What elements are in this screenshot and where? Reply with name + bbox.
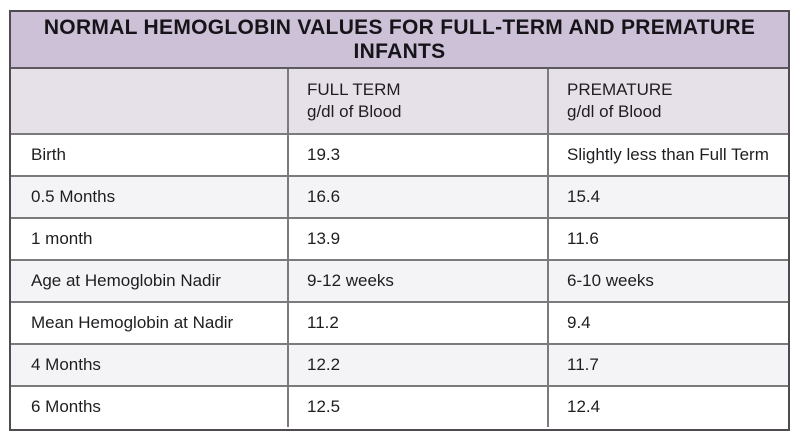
header-cell-premature: PREMATURE g/dl of Blood <box>547 69 788 133</box>
table-row-birth: Birth 19.3 Slightly less than Full Term <box>11 133 788 175</box>
full-term-value: 12.2 <box>287 345 547 385</box>
full-term-value: 13.9 <box>287 219 547 259</box>
row-label: 4 Months <box>31 355 101 374</box>
premature-value: 6-10 weeks <box>547 261 788 301</box>
premature-value: 11.6 <box>547 219 788 259</box>
header-cell-full-term: FULL TERM g/dl of Blood <box>287 69 547 133</box>
row-label: 6 Months <box>31 397 101 416</box>
header-row: FULL TERM g/dl of Blood PREMATURE g/dl o… <box>11 69 788 133</box>
row-label: 1 month <box>31 229 93 248</box>
header-premature-unit: g/dl of Blood <box>567 102 662 121</box>
header-cell-age <box>11 69 287 133</box>
hemoglobin-values-table: NORMAL HEMOGLOBIN VALUES FOR FULL-TERM A… <box>9 10 790 431</box>
full-term-value: 11.2 <box>287 303 547 343</box>
premature-value: 9.4 <box>547 303 788 343</box>
table-row-6-months: 6 Months 12.5 12.4 <box>11 385 788 427</box>
table-row-4-months: 4 Months 12.2 11.7 <box>11 343 788 385</box>
premature-value: Slightly less than Full Term <box>547 135 788 175</box>
header-premature-label: PREMATURE <box>567 80 673 99</box>
row-label: 0.5 Months <box>31 187 116 206</box>
row-label: Birth <box>31 145 66 164</box>
full-term-value: 12.5 <box>287 387 547 427</box>
full-term-value: 19.3 <box>287 135 547 175</box>
premature-value: 15.4 <box>547 177 788 217</box>
table-title: NORMAL HEMOGLOBIN VALUES FOR FULL-TERM A… <box>11 12 788 69</box>
full-term-value: 9-12 weeks <box>287 261 547 301</box>
table-row-age-at-nadir: Age at Hemoglobin Nadir 9-12 weeks 6-10 … <box>11 259 788 301</box>
table-row-mean-hemoglobin-at-nadir: Mean Hemoglobin at Nadir 11.2 9.4 <box>11 301 788 343</box>
header-full-term-label: FULL TERM <box>307 80 401 99</box>
row-label: Age at Hemoglobin Nadir <box>31 271 221 290</box>
header-full-term-unit: g/dl of Blood <box>307 102 402 121</box>
table-row-05-months: 0.5 Months 16.6 15.4 <box>11 175 788 217</box>
premature-value: 11.7 <box>547 345 788 385</box>
row-label: Mean Hemoglobin at Nadir <box>31 313 234 332</box>
premature-value: 12.4 <box>547 387 788 427</box>
table-row-1-month: 1 month 13.9 11.6 <box>11 217 788 259</box>
full-term-value: 16.6 <box>287 177 547 217</box>
